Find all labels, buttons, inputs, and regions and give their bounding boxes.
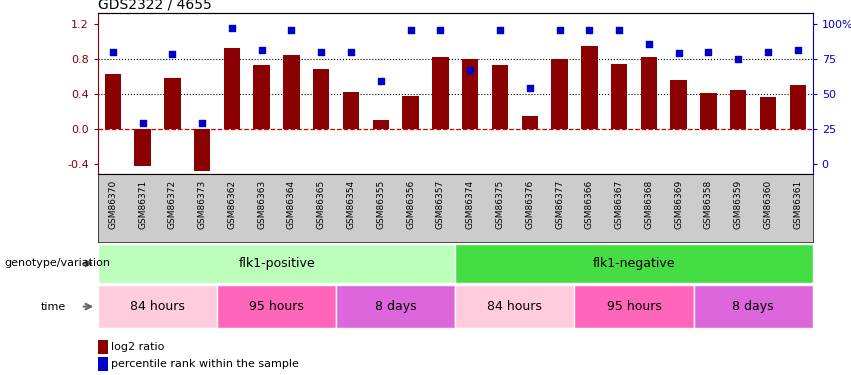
Text: GSM86371: GSM86371	[138, 180, 147, 229]
Point	[582, 27, 596, 33]
Text: GSM86367: GSM86367	[614, 180, 624, 229]
Point	[553, 27, 567, 33]
Text: GSM86357: GSM86357	[436, 180, 445, 229]
Bar	[224, 48, 240, 129]
Point	[672, 50, 686, 55]
Bar	[194, 129, 210, 171]
Point	[731, 56, 745, 62]
Bar	[790, 85, 806, 129]
Text: GSM86355: GSM86355	[376, 180, 386, 229]
Point	[225, 25, 238, 31]
Text: flk1-positive: flk1-positive	[238, 257, 315, 270]
Bar	[98, 285, 217, 328]
Bar	[671, 80, 687, 129]
Bar	[694, 285, 813, 328]
Bar	[373, 120, 389, 129]
Text: GSM86362: GSM86362	[227, 180, 237, 229]
Point	[136, 120, 150, 126]
Bar	[581, 45, 597, 129]
Text: 95 hours: 95 hours	[249, 300, 304, 313]
Bar	[641, 57, 657, 129]
Point	[523, 85, 536, 91]
Text: GSM86363: GSM86363	[257, 180, 266, 229]
Text: 8 days: 8 days	[733, 300, 774, 313]
Text: GSM86377: GSM86377	[555, 180, 564, 229]
Bar	[700, 93, 717, 129]
Bar	[462, 59, 478, 129]
Bar	[217, 285, 336, 328]
Text: GSM86360: GSM86360	[763, 180, 773, 229]
Point	[374, 78, 387, 84]
Bar	[105, 74, 121, 129]
Bar	[492, 65, 508, 129]
Bar	[760, 97, 776, 129]
Text: log2 ratio: log2 ratio	[111, 342, 164, 352]
Text: GSM86373: GSM86373	[197, 180, 207, 229]
Bar	[522, 116, 538, 129]
Point	[284, 27, 298, 33]
Text: GSM86372: GSM86372	[168, 180, 177, 229]
Point	[255, 47, 269, 53]
Bar	[98, 244, 455, 283]
Text: GSM86369: GSM86369	[674, 180, 683, 229]
Text: GSM86359: GSM86359	[734, 180, 743, 229]
Text: flk1-negative: flk1-negative	[593, 257, 675, 270]
Point	[315, 49, 328, 55]
Text: GSM86356: GSM86356	[406, 180, 415, 229]
Text: 95 hours: 95 hours	[607, 300, 661, 313]
Bar	[611, 64, 627, 129]
Text: GSM86376: GSM86376	[525, 180, 534, 229]
Point	[433, 27, 448, 33]
Text: GDS2322 / 4655: GDS2322 / 4655	[98, 0, 212, 12]
Point	[761, 49, 774, 55]
Text: GSM86358: GSM86358	[704, 180, 713, 229]
Text: 84 hours: 84 hours	[130, 300, 185, 313]
Text: GSM86375: GSM86375	[495, 180, 505, 229]
Text: GSM86374: GSM86374	[465, 180, 475, 229]
Point	[493, 27, 506, 33]
Point	[403, 27, 417, 33]
Point	[463, 67, 477, 73]
Text: GSM86365: GSM86365	[317, 180, 326, 229]
Bar	[403, 96, 419, 129]
Point	[791, 47, 805, 53]
Text: percentile rank within the sample: percentile rank within the sample	[111, 359, 299, 369]
Point	[701, 49, 715, 55]
Bar	[730, 90, 746, 129]
Bar	[455, 285, 574, 328]
Bar	[283, 55, 300, 129]
Text: GSM86361: GSM86361	[793, 180, 802, 229]
Text: time: time	[41, 302, 66, 312]
Text: GSM86366: GSM86366	[585, 180, 594, 229]
Bar	[164, 78, 180, 129]
Bar	[432, 57, 448, 129]
Bar	[336, 285, 455, 328]
Bar	[134, 129, 151, 166]
Text: GSM86370: GSM86370	[108, 180, 117, 229]
Point	[344, 49, 357, 55]
Text: 8 days: 8 days	[375, 300, 416, 313]
Point	[165, 51, 179, 57]
Bar	[574, 285, 694, 328]
Bar	[343, 92, 359, 129]
Bar	[551, 59, 568, 129]
Point	[642, 41, 655, 47]
Bar	[313, 69, 329, 129]
Bar	[455, 244, 813, 283]
Text: genotype/variation: genotype/variation	[4, 258, 111, 268]
Point	[196, 120, 209, 126]
Bar	[254, 65, 270, 129]
Text: 84 hours: 84 hours	[488, 300, 542, 313]
Point	[612, 27, 625, 33]
Text: GSM86364: GSM86364	[287, 180, 296, 229]
Text: GSM86368: GSM86368	[644, 180, 654, 229]
Text: GSM86354: GSM86354	[346, 180, 356, 229]
Point	[106, 49, 119, 55]
